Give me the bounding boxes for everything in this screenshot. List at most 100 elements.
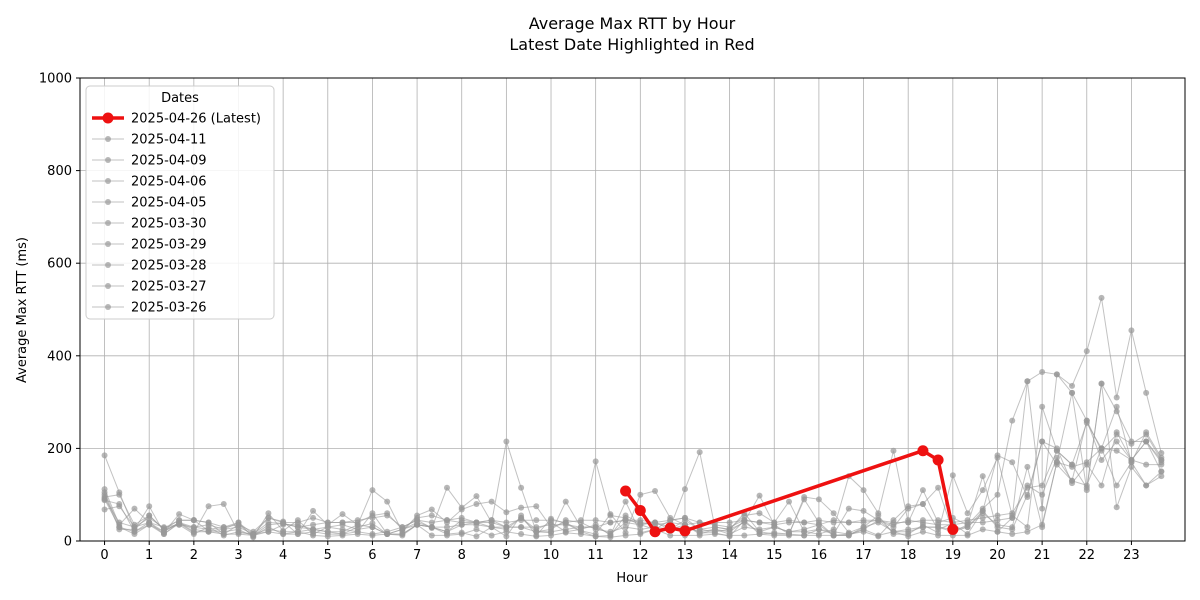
data-point <box>607 511 614 518</box>
data-point <box>890 519 897 526</box>
legend-item: 2025-03-26 <box>92 301 207 316</box>
data-point <box>384 531 391 538</box>
data-point <box>339 519 346 526</box>
data-point <box>1069 389 1076 396</box>
x-tick-label: 8 <box>458 548 466 563</box>
data-point <box>562 498 569 505</box>
data-point <box>860 487 867 494</box>
data-point <box>667 532 674 539</box>
legend-item: 2025-04-06 <box>92 175 207 190</box>
data-point <box>428 532 435 539</box>
legend-item: 2025-03-27 <box>92 280 207 295</box>
data-point <box>652 519 659 526</box>
data-point <box>652 487 659 494</box>
y-tick-label: 400 <box>47 349 72 364</box>
data-point <box>265 519 272 526</box>
data-point <box>1009 526 1016 533</box>
data-point <box>875 512 882 519</box>
legend-item: 2025-04-26 (Latest) <box>92 112 261 127</box>
data-point <box>1113 504 1120 511</box>
data-point <box>443 517 450 524</box>
data-point <box>1069 382 1076 389</box>
data-point <box>503 509 510 516</box>
data-point <box>1113 403 1120 410</box>
x-tick-label: 0 <box>100 548 108 563</box>
data-point <box>294 528 301 535</box>
data-point <box>815 526 822 533</box>
chart-title: Average Max RTT by Hour <box>529 14 736 33</box>
data-point <box>622 512 629 519</box>
data-point <box>310 521 317 528</box>
data-point <box>1009 510 1016 517</box>
data-point <box>458 506 465 513</box>
data-point <box>220 532 227 539</box>
data-point <box>116 524 123 531</box>
data-point <box>220 524 227 531</box>
data-point <box>1009 417 1016 424</box>
data-point <box>399 531 406 538</box>
legend-marker <box>105 304 111 310</box>
data-point <box>1053 447 1060 454</box>
data-point <box>801 519 808 526</box>
data-point <box>205 526 212 533</box>
data-point <box>726 519 733 526</box>
data-point <box>116 491 123 498</box>
data-point <box>577 524 584 531</box>
data-point <box>473 493 480 500</box>
data-point <box>1024 463 1031 470</box>
data-point <box>458 514 465 521</box>
data-point <box>756 528 763 535</box>
legend-label: 2025-04-11 <box>131 133 207 148</box>
data-point <box>622 532 629 539</box>
legend-item: 2025-03-29 <box>92 238 207 253</box>
data-point <box>324 528 331 535</box>
data-point <box>667 517 674 524</box>
data-point <box>890 447 897 454</box>
data-point <box>1098 380 1105 387</box>
data-point <box>1053 371 1060 378</box>
x-tick-label: 6 <box>368 548 376 563</box>
data-point <box>205 519 212 526</box>
data-point <box>1098 294 1105 301</box>
data-point <box>1009 459 1016 466</box>
data-point <box>443 484 450 491</box>
data-point <box>1024 491 1031 498</box>
chart-subtitle: Latest Date Highlighted in Red <box>509 35 754 54</box>
data-point <box>518 504 525 511</box>
data-point <box>592 517 599 524</box>
data-point <box>324 533 331 540</box>
data-point <box>622 498 629 505</box>
data-point <box>1143 389 1150 396</box>
data-point <box>994 517 1001 524</box>
data-point <box>756 492 763 499</box>
data-point <box>101 452 108 459</box>
data-point <box>101 489 108 496</box>
data-point <box>1143 482 1150 489</box>
data-point <box>949 472 956 479</box>
data-point <box>205 503 212 510</box>
data-point <box>1024 378 1031 385</box>
data-point <box>726 526 733 533</box>
legend-label: 2025-03-26 <box>131 301 207 316</box>
data-point <box>1158 468 1165 475</box>
data-point <box>756 519 763 526</box>
data-point <box>964 532 971 539</box>
series-other <box>101 403 1165 541</box>
x-tick-label: 19 <box>945 548 962 563</box>
x-tick-label: 2 <box>190 548 198 563</box>
data-point <box>994 452 1001 459</box>
data-point <box>577 517 584 524</box>
x-axis: 0 1 2 3 4 5 6 7 8 9 10 11 12 13 14 15 16 17 18 19 20 21 22 23 <box>100 541 1140 563</box>
data-point <box>979 526 986 533</box>
data-point <box>994 512 1001 519</box>
data-point <box>220 500 227 507</box>
data-point <box>428 519 435 526</box>
data-point <box>815 517 822 524</box>
y-axis-label: Average Max RTT (ms) <box>15 237 30 383</box>
legend-label: 2025-03-27 <box>131 280 207 295</box>
x-tick-label: 18 <box>900 548 917 563</box>
data-point <box>1098 456 1105 463</box>
legend-label: 2025-03-28 <box>131 259 207 274</box>
data-point <box>771 524 778 531</box>
data-point <box>1024 484 1031 491</box>
